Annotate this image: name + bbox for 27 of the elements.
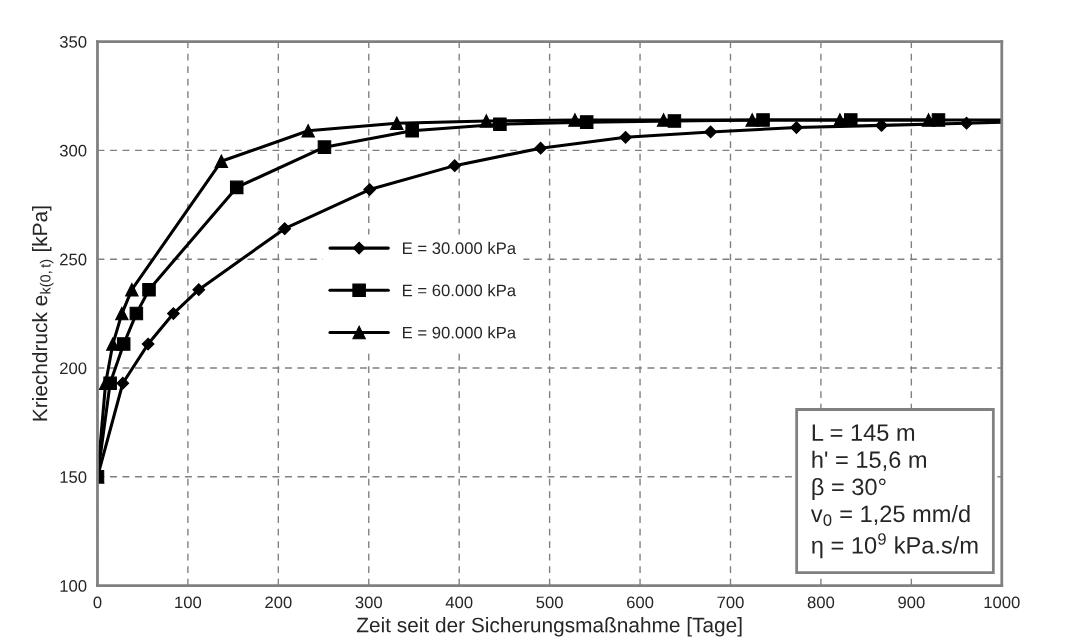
x-tick-label: 900 [898, 596, 925, 609]
x-tick-label: 1000 [984, 596, 1020, 609]
y-tick-label: 150 [60, 471, 87, 483]
annotation: h' = 15,6 m [812, 450, 926, 471]
x-tick-label: 400 [445, 596, 473, 609]
x-tick-label: 100 [175, 596, 202, 609]
annotation: β = 30° [812, 477, 886, 500]
annotation: η = 10$^{9}$ kPa.s/m [812, 533, 978, 559]
x-tick-label: 200 [265, 596, 292, 609]
x-tick-label: 600 [627, 596, 654, 609]
legend-label: E = 90.000 kPa [403, 326, 517, 339]
x-tick-label: 0 [93, 596, 102, 609]
legend-label: E = 30.000 kPa [403, 241, 517, 255]
y-axis-title: Kriechdruck e$_{k(0,t)}$ [kPa] [32, 206, 54, 421]
x-tick-label: 300 [355, 596, 383, 609]
x-tick-label: 800 [807, 596, 835, 609]
x-axis-title: Zeit seit der Sicherungsmaßnahme [Tage] [356, 617, 742, 637]
x-tick-label: 700 [717, 596, 744, 609]
annotation: L = 145 m [812, 424, 915, 441]
y-tick-label: 300 [59, 144, 87, 157]
y-tick-label: 100 [60, 580, 87, 592]
y-tick-label: 350 [59, 36, 87, 48]
y-tick-label: 200 [60, 362, 87, 375]
y-tick-label: 250 [60, 253, 87, 266]
legend-label: E = 60.000 kPa [403, 284, 517, 297]
x-tick-label: 500 [536, 596, 563, 609]
annotation: v$_{0}$ = 1,25 mm/d [810, 504, 970, 526]
